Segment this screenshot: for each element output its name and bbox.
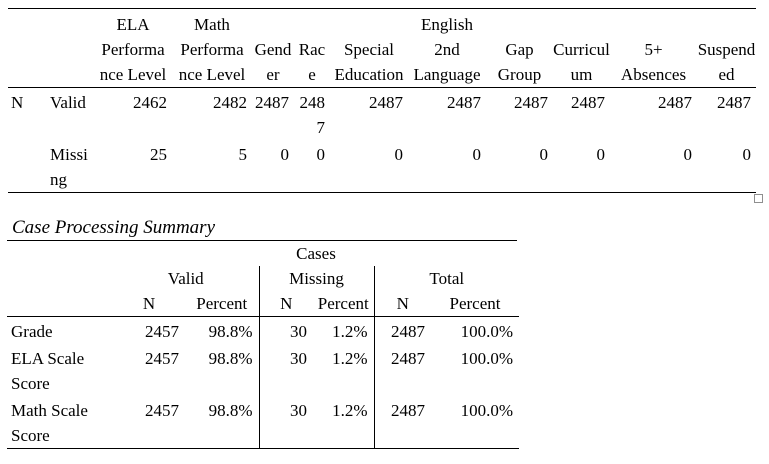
case-processing-summary-table: Cases Valid Missing Total N Percent N Pe… (7, 241, 520, 449)
valid-count-cell: 2487 (717, 93, 751, 112)
total-percent-cell: 100.0% (460, 322, 514, 341)
missing-percent-cell: 1.2% (332, 322, 368, 341)
cps-row-ela-scale-score: ELA Scale Score 2457 98.8% 30 1.2% 2487 … (7, 344, 519, 396)
valid-percent-header: Percent (185, 291, 259, 317)
column-header-math-performance: Math Performa nce Level (172, 8, 252, 88)
valid-percent-cell: 98.8% (208, 349, 253, 368)
valid-percent-cell: 98.8% (185, 396, 259, 449)
missing-count-cell: 0 (408, 140, 486, 193)
total-n-cell: 2487 (373, 316, 431, 344)
empty-cell (46, 8, 94, 88)
cps-row-label: ELA Scale Score (11, 349, 85, 393)
total-percent-cell: 100.0% (460, 349, 514, 368)
empty-cell (7, 241, 113, 266)
valid-count-cell: 2487 (658, 93, 692, 112)
group-header-total: Total (373, 266, 520, 291)
missing-percent-cell: 1.2% (332, 349, 368, 368)
missing-n-cell: 30 (258, 396, 313, 449)
column-header-5plus-absences: 5+ Absences (610, 8, 697, 88)
missing-count-cell: 25 (94, 140, 172, 193)
column-header-gap-group: Gap Group (486, 8, 553, 88)
statistics-header-row: ELA Performa nce Level Math Performa nce… (8, 8, 756, 88)
missing-count-cell: 5 (172, 140, 252, 193)
empty-cell (7, 266, 113, 291)
cases-header: Cases (296, 244, 336, 263)
subheader-row: N Percent N Percent N Percent (7, 291, 520, 317)
total-n-header: N (373, 291, 431, 317)
total-n-cell: 2487 (373, 344, 431, 396)
column-header-gender: Gend er (252, 8, 294, 88)
column-header-curriculum: Curricul um (553, 8, 610, 88)
missing-count-cell: 0 (294, 140, 330, 193)
total-percent-header: Percent (431, 291, 520, 317)
group-header-row: Valid Missing Total (7, 266, 520, 291)
case-processing-summary-title: Case Processing Summary (7, 215, 517, 241)
cps-row-label: Math Scale Score (7, 396, 113, 449)
group-header-valid: Valid (167, 269, 204, 288)
missing-count-cell: 0 (330, 140, 408, 193)
missing-percent-cell: 1.2% (313, 396, 374, 449)
column-header-race: Rac e (294, 8, 330, 88)
valid-n-header: N (113, 291, 185, 317)
missing-count-cell: 0 (252, 140, 294, 193)
missing-row: Missi ng 25 5 0 0 0 0 0 0 0 0 (8, 140, 756, 193)
cases-header-row: Cases (7, 241, 519, 266)
valid-count-cell: 2487 (514, 93, 548, 112)
valid-n-cell: 2457 (113, 396, 185, 449)
total-percent-cell: 100.0% (431, 396, 520, 449)
valid-count-cell: 2462 (133, 93, 167, 112)
column-header-ela-performance: ELA Performa nce Level (94, 8, 172, 88)
valid-count-cell: 2482 (213, 93, 247, 112)
valid-row-label: Valid (50, 93, 86, 112)
column-header-english-2nd-language: English 2nd Language (408, 8, 486, 88)
valid-row: N Valid 2462 2482 2487 248 7 2487 2487 2… (8, 88, 756, 141)
empty-cell (8, 140, 46, 193)
valid-n-cell: 2457 (145, 349, 179, 368)
valid-n-cell: 2457 (145, 322, 179, 341)
missing-row-label: Missi ng (46, 140, 94, 193)
total-n-cell: 2487 (373, 396, 431, 449)
table-resize-handle[interactable] (754, 194, 763, 203)
missing-n-cell: 30 (258, 344, 313, 396)
valid-count-cell: 2487 (571, 93, 605, 112)
group-header-missing: Missing (258, 266, 374, 291)
valid-percent-cell: 98.8% (208, 322, 253, 341)
missing-percent-header: Percent (313, 291, 374, 317)
empty-cell (7, 291, 113, 317)
empty-cell (8, 8, 46, 88)
cps-row-grade: Grade 2457 98.8% 30 1.2% 2487 100.0% (7, 316, 519, 344)
missing-count-cell: 0 (486, 140, 553, 193)
missing-count-cell: 0 (697, 140, 756, 193)
statistics-table: ELA Performa nce Level Math Performa nce… (8, 8, 756, 193)
missing-n-header: N (258, 291, 313, 317)
missing-n-cell: 30 (258, 316, 313, 344)
missing-count-cell: 0 (553, 140, 610, 193)
cps-row-label: Grade (11, 322, 53, 341)
row-dimension-label: N (11, 93, 24, 112)
valid-count-cell: 2487 (369, 93, 403, 112)
cps-row-math-scale-score: Math Scale Score 2457 98.8% 30 1.2% 2487… (7, 396, 520, 449)
column-header-suspended: Suspend ed (697, 8, 756, 88)
missing-count-cell: 0 (610, 140, 697, 193)
valid-count-cell: 2487 (255, 93, 289, 112)
column-header-special-education: Special Education (330, 8, 408, 88)
valid-count-cell: 248 7 (299, 93, 326, 137)
valid-count-cell: 2487 (447, 93, 481, 112)
